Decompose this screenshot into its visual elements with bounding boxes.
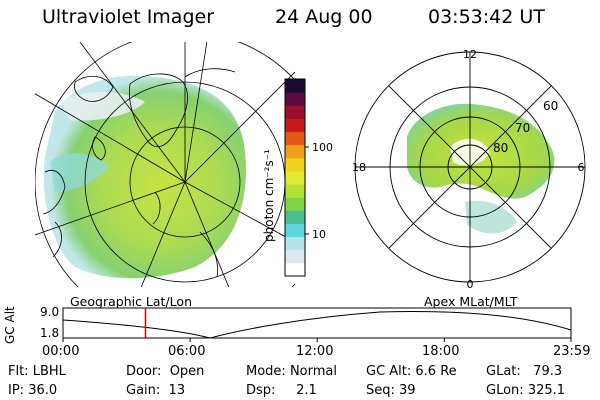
lat-lon-grid — [35, 42, 295, 287]
status-gain: Gain: 13 — [126, 383, 186, 398]
status-glat: GLat: 79.3 — [486, 364, 563, 379]
x-tick-2359: 23:59 — [553, 344, 591, 359]
mlat-label-70: 70 — [515, 121, 530, 135]
status-glon: GLon: 325.1 — [486, 383, 566, 398]
colorbar-cell — [285, 197, 305, 211]
status-door: Door: Open — [126, 364, 205, 379]
mlt-label-18: 18 — [352, 161, 366, 174]
colorbar-cell — [285, 92, 305, 106]
altitude-curve — [62, 311, 572, 339]
nightside-patch — [465, 200, 517, 234]
x-tick-1200: 12:00 — [296, 344, 334, 359]
timeline-axis-label: GC Alt — [3, 306, 17, 344]
colorbar-cell — [285, 157, 305, 172]
colorbar-cell — [285, 262, 305, 277]
geographic-map — [35, 42, 295, 287]
timeline-frame — [62, 307, 572, 339]
colorbar-cell — [285, 79, 305, 93]
y-tick-1.8: 1.8 — [40, 326, 59, 340]
x-tick-0000: 00:00 — [42, 344, 80, 359]
status-seq: Seq: 39 — [366, 383, 416, 398]
colorbar-cell — [285, 223, 305, 238]
aurora-emission — [43, 75, 246, 279]
colorbar-unit-label: photon cm⁻²s⁻¹ — [262, 149, 276, 242]
status-dsp: Dsp: 2.1 — [246, 383, 317, 398]
mlt-label-12: 12 — [463, 48, 477, 61]
mlt-label-0: 0 — [467, 278, 474, 291]
status-gc-alt: GC Alt: 6.6 Re — [366, 364, 457, 379]
apex-polar-plot: 12 18 6 0 60 70 80 — [352, 48, 586, 291]
colorbar-tick-100: 100 — [312, 141, 333, 154]
mlt-label-6: 6 — [578, 161, 585, 174]
y-tick-9: 9.0 — [40, 305, 59, 319]
polar-panel-label: Apex MLat/MLT — [424, 294, 518, 309]
colorbar-cell — [285, 144, 305, 159]
intensity-colorbar: 100 10 — [284, 78, 333, 277]
x-tick-0600: 06:00 — [168, 344, 206, 359]
colorbar-cell — [285, 118, 305, 133]
colorbar-cell — [285, 170, 305, 185]
dayside-cloud — [60, 91, 145, 121]
status-ip: IP: 36.0 — [8, 383, 58, 398]
colorbar-cell — [285, 105, 305, 119]
date-label: 24 Aug 00 — [275, 6, 373, 28]
time-label: 03:53:42 UT — [428, 6, 545, 28]
colorbar-cell — [285, 249, 305, 264]
status-mode: Mode: Normal — [246, 364, 337, 379]
colorbar-tick-10: 10 — [312, 228, 326, 241]
instrument-title: Ultraviolet Imager — [42, 6, 215, 28]
colorbar-cell — [285, 236, 305, 251]
geo-panel-label: Geographic Lat/Lon — [70, 294, 192, 309]
mlat-label-80: 80 — [493, 141, 508, 155]
mlat-label-60: 60 — [543, 99, 558, 113]
colorbar-cell — [285, 184, 305, 198]
colorbar-cell — [285, 210, 305, 224]
status-flt: Flt: LBHL — [8, 364, 66, 379]
x-tick-1800: 18:00 — [422, 344, 460, 359]
colorbar-cell — [285, 131, 305, 146]
cyan-edge — [50, 152, 110, 192]
altitude-timeline: 9.0 1.8 — [40, 305, 572, 342]
